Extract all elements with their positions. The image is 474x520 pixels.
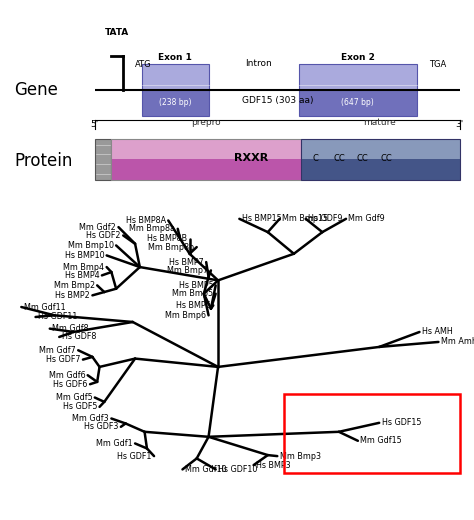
Text: mature: mature [363,118,396,127]
Text: Mm Bmp3: Mm Bmp3 [280,451,320,461]
Text: Mm Bmp10: Mm Bmp10 [68,241,114,250]
Text: Hs BMP10: Hs BMP10 [64,251,104,260]
Text: Mm Bmp8a: Mm Bmp8a [129,224,175,233]
Text: Mm Bmp8b: Mm Bmp8b [148,243,194,252]
Text: (647 bp): (647 bp) [341,98,374,108]
Text: Hs GDF15: Hs GDF15 [382,418,421,427]
Text: Hs BMP8B: Hs BMP8B [147,235,187,243]
Text: Mm Gdf8: Mm Gdf8 [52,324,89,333]
FancyBboxPatch shape [111,159,301,180]
FancyBboxPatch shape [142,90,209,116]
Text: Hs BMP8A: Hs BMP8A [126,216,166,225]
Text: Mm Bmp5: Mm Bmp5 [172,289,213,298]
Text: Exon 1: Exon 1 [158,53,192,62]
Text: GDF15 (303 aa): GDF15 (303 aa) [242,96,313,105]
Text: Mm Bmp6: Mm Bmp6 [165,311,206,320]
Text: (238 bp): (238 bp) [159,98,191,108]
Text: Mm Bmp15: Mm Bmp15 [282,214,328,223]
Text: Mm Gdf7: Mm Gdf7 [39,346,76,355]
FancyBboxPatch shape [299,90,417,116]
Text: Mm Gdf9: Mm Gdf9 [348,214,385,223]
Text: Intron: Intron [245,59,272,68]
Text: RXXR: RXXR [234,153,268,163]
Text: Gene: Gene [14,81,58,99]
Text: Mm Bmp2: Mm Bmp2 [54,281,95,290]
Text: Mm Gdf15: Mm Gdf15 [360,436,402,445]
Text: Hs BMP15: Hs BMP15 [242,214,282,223]
FancyBboxPatch shape [299,63,417,90]
Text: Hs GDF5: Hs GDF5 [63,402,97,411]
Text: Hs BMP3: Hs BMP3 [256,461,291,470]
Text: Hs GDF11: Hs GDF11 [38,313,77,321]
Bar [284,394,460,473]
FancyBboxPatch shape [301,138,460,159]
Text: Hs BMP4: Hs BMP4 [65,271,100,280]
Text: TGA: TGA [429,60,446,69]
Text: Mm Gdf10: Mm Gdf10 [185,465,227,474]
Text: TATA: TATA [105,29,129,37]
Text: Hs GDF1: Hs GDF1 [117,451,152,461]
Text: 3': 3' [456,120,464,129]
FancyBboxPatch shape [111,138,301,159]
Text: Mm Bmp7: Mm Bmp7 [167,266,209,275]
Text: Hs GDF10: Hs GDF10 [218,465,257,474]
Text: Mm Bmp4: Mm Bmp4 [64,263,104,271]
FancyBboxPatch shape [301,159,460,180]
Text: Exon 2: Exon 2 [341,53,375,62]
Text: Mm Amh: Mm Amh [441,337,474,346]
Text: prepro: prepro [191,118,221,127]
Text: Hs BMP6: Hs BMP6 [176,301,211,310]
Text: C: C [312,154,318,163]
Text: Hs GDF9: Hs GDF9 [308,214,343,223]
Text: Mm Gdf5: Mm Gdf5 [55,393,92,402]
Text: ATG: ATG [135,60,152,69]
Text: Mm Gdf11: Mm Gdf11 [24,303,65,311]
FancyBboxPatch shape [142,63,209,90]
Text: Hs GDF2: Hs GDF2 [86,231,121,240]
Text: Hs AMH: Hs AMH [422,328,453,336]
Text: Mm Gdf2: Mm Gdf2 [79,223,116,231]
Text: CC: CC [333,154,345,163]
Text: Hs BMP2: Hs BMP2 [55,291,90,300]
Text: Hs BMP7: Hs BMP7 [169,257,204,267]
Text: Hs GDF7: Hs GDF7 [46,355,81,364]
Text: Protein: Protein [14,152,73,170]
Text: Mm Gdf1: Mm Gdf1 [96,439,133,448]
Text: CC: CC [381,154,392,163]
Text: Mm Gdf6: Mm Gdf6 [49,371,85,380]
Text: Hs BMP5: Hs BMP5 [179,281,213,290]
Text: CC: CC [357,154,368,163]
FancyBboxPatch shape [95,138,111,180]
Text: 5': 5' [91,120,99,129]
Text: Hs GDF3: Hs GDF3 [84,422,118,431]
Text: Mm Gdf3: Mm Gdf3 [73,414,109,423]
Text: Hs GDF6: Hs GDF6 [53,380,88,389]
Text: Hs GDF8: Hs GDF8 [62,332,96,342]
